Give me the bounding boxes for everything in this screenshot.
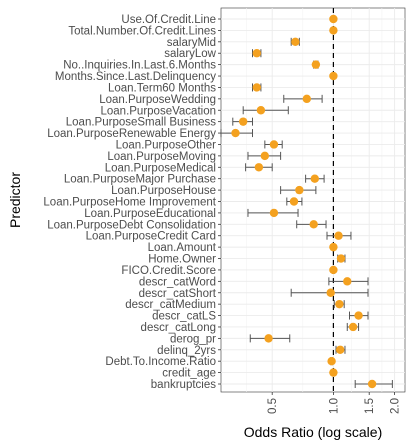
x-tick-label-3: 2.0 xyxy=(390,398,402,414)
y-tick-label-descr-catmedium: descr_catMedium xyxy=(125,299,216,311)
y-tick-label-loan-purposehouse: Loan.PurposeHouse xyxy=(111,185,216,197)
point-use-of-credit-line xyxy=(329,14,338,24)
x-tick-label-2: 1.5 xyxy=(364,398,376,414)
error-bar-loan-purposevacation xyxy=(242,106,289,115)
x-tick-label-1: 1.0 xyxy=(328,398,340,414)
y-tick-label-derog-pr: derog_pr xyxy=(170,333,216,345)
x-tick-label-0: 0.5 xyxy=(267,398,279,414)
point-credit-age xyxy=(329,368,338,377)
y-tick-label-loan-purposeother: Loan.PurposeOther xyxy=(116,139,217,151)
point-loan-purposemajor-purchase xyxy=(310,174,319,183)
point-loan-purposedebt-consolidation xyxy=(309,220,318,229)
y-tick-label-credit-age: credit_age xyxy=(162,368,216,380)
point-loan-purposehouse xyxy=(295,185,304,195)
point-loan-purposerenewable-energy xyxy=(231,128,240,138)
point-fico-credit-score xyxy=(329,265,338,275)
y-tick-label-months-since-last-delinquency: Months.Since.Last.Delinquency xyxy=(55,71,216,83)
point-derog-pr xyxy=(264,334,273,343)
y-tick-label-loan-purposemajor-purchase: Loan.PurposeMajor Purchase xyxy=(64,174,216,186)
point-debt-to-income-ratio xyxy=(327,356,336,366)
point-loan-purposemedical xyxy=(254,163,264,172)
y-tick-label-loan-purposecredit-card: Loan.PurposeCredit Card xyxy=(86,231,216,243)
point-loan-purposehome-improvement xyxy=(289,197,299,206)
y-axis-tick-labels: Use.Of.Credit.LineTotal.Number.Of.Credit… xyxy=(43,14,216,391)
point-total-number-of-credit-lines xyxy=(329,26,338,35)
point-delinq-2yrs xyxy=(335,345,345,354)
y-tick-label-loan-amount: Loan.Amount xyxy=(148,242,217,254)
point-loan-purposemoving xyxy=(260,151,270,161)
point-descr-catword xyxy=(343,277,352,286)
data-points xyxy=(231,14,377,389)
y-tick-label-salarymid: salaryMid xyxy=(167,37,216,49)
y-tick-label-descr-catls: descr_catLS xyxy=(152,311,216,323)
point-loan-purposevacation xyxy=(256,106,266,115)
point-loan-amount xyxy=(329,242,338,252)
y-tick-label-debt-to-income-ratio: Debt.To.Income.Ratio xyxy=(105,356,216,368)
y-tick-label-loan-purposemoving: Loan.PurposeMoving xyxy=(107,151,216,163)
y-axis-ticks xyxy=(218,18,221,385)
x-axis-title: Odds Ratio (log scale) xyxy=(244,424,383,440)
y-tick-label-descr-catshort: descr_catShort xyxy=(139,288,217,300)
y-tick-label-loan-purposeeducational: Loan.PurposeEducational xyxy=(84,208,216,220)
x-axis-ticks xyxy=(271,392,396,395)
y-tick-label-loan-purposedebt-consolidation: Loan.PurposeDebt Consolidation xyxy=(47,219,216,231)
y-tick-label-use-of-credit-line: Use.Of.Credit.Line xyxy=(121,14,216,26)
point-loan-purposecredit-card xyxy=(334,231,343,240)
y-tick-label-bankruptcies: bankruptcies xyxy=(151,379,216,391)
point-bankruptcies xyxy=(367,379,377,389)
y-tick-label-loan-purposehome-improvement: Loan.PurposeHome Improvement xyxy=(43,197,216,209)
y-tick-label-delinq-2yrs: delinq_2yrs xyxy=(157,345,216,357)
point-loan-purposewedding xyxy=(302,94,312,104)
point-descr-catlong xyxy=(348,322,358,332)
y-tick-label-salarylow: salaryLow xyxy=(164,48,216,60)
y-tick-label-fico-credit-score: FICO.Credit.Score xyxy=(121,265,216,277)
point-salarymid xyxy=(291,37,300,47)
point-descr-catshort xyxy=(326,288,335,297)
y-tick-label-loan-term60-months: Loan.Term60 Months xyxy=(108,82,216,94)
y-tick-label-loan-purposewedding: Loan.PurposeWedding xyxy=(99,94,216,106)
y-tick-label-no-inquiries-in-last-6-months: No..Inquiries.In.Last.6.Months xyxy=(63,60,216,72)
y-tick-label-loan-purposesmall-business: Loan.PurposeSmall Business xyxy=(66,117,216,129)
y-tick-label-descr-catword: descr_catWord xyxy=(139,276,216,288)
x-axis-tick-labels: 0.5 1.0 1.5 2.0 xyxy=(267,398,401,414)
point-descr-catmedium xyxy=(335,299,344,309)
point-home-owner xyxy=(336,254,346,263)
y-tick-label-descr-catlong: descr_catLong xyxy=(141,322,216,334)
point-months-since-last-delinquency xyxy=(329,71,338,81)
y-tick-label-home-owner: Home.Owner xyxy=(148,254,216,266)
point-loan-purposeeducational xyxy=(269,208,279,218)
point-descr-catls xyxy=(354,311,363,320)
y-tick-label-loan-purposemedical: Loan.PurposeMedical xyxy=(105,162,216,174)
y-tick-label-total-number-of-credit-lines: Total.Number.Of.Credit.Lines xyxy=(68,25,216,37)
y-tick-label-loan-purposerenewable-energy: Loan.PurposeRenewable Energy xyxy=(47,128,216,140)
y-axis-title: Predictor xyxy=(7,172,23,228)
point-loan-purposeother xyxy=(269,140,279,149)
plot-panel xyxy=(220,7,406,393)
point-no-inquiries-in-last-6-months xyxy=(311,60,321,69)
point-salarylow xyxy=(252,49,262,58)
y-tick-label-loan-purposevacation: Loan.PurposeVacation xyxy=(100,105,216,117)
point-loan-purposesmall-business xyxy=(238,117,248,126)
point-loan-term60-months xyxy=(252,83,262,92)
